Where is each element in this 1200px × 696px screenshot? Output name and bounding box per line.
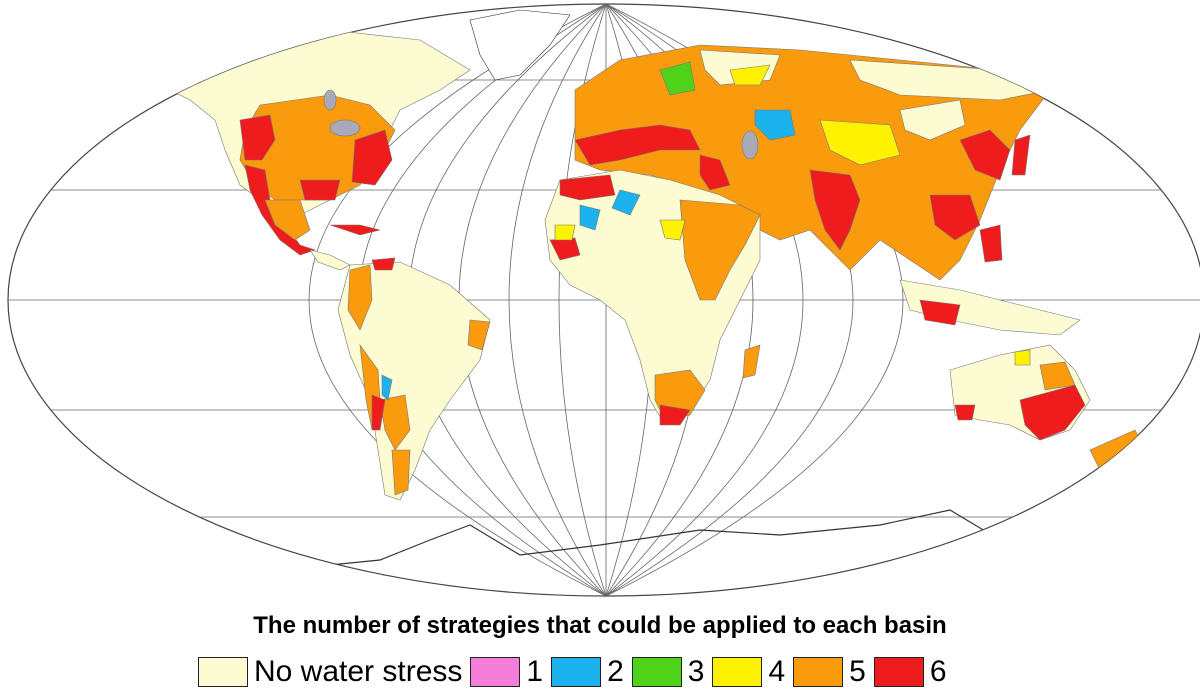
- legend-swatch: [198, 657, 248, 687]
- legend: No water stress 1 2 3 4 5 6: [198, 652, 955, 692]
- legend-swatch: [631, 657, 682, 687]
- legend-swatch: [873, 657, 924, 687]
- legend-item-6: 6: [873, 655, 947, 688]
- africa: [544, 169, 761, 426]
- legend-label: 6: [929, 655, 947, 688]
- eurasia: [574, 44, 1052, 281]
- legend-title: The number of strategies that could be a…: [253, 612, 947, 639]
- legend-item-2: 2: [551, 657, 624, 687]
- south-america: [337, 257, 491, 501]
- legend-item-1: 1: [470, 657, 543, 687]
- legend-item-4: 4: [712, 657, 785, 687]
- north-america: [149, 9, 571, 271]
- legend-item-no-stress: No water stress: [198, 657, 462, 687]
- world-map: [7, 3, 1200, 597]
- legend-label: 5: [849, 655, 866, 688]
- australia: [949, 344, 1141, 471]
- legend-label: 1: [526, 655, 544, 688]
- legend-swatch: [793, 657, 844, 687]
- legend-item-3: 3: [631, 655, 705, 688]
- legend-swatch: [551, 657, 602, 687]
- legend-label: 3: [687, 655, 705, 688]
- legend-label: 2: [607, 655, 624, 688]
- southeast-asia: [899, 224, 1081, 336]
- legend-swatch: [712, 657, 763, 687]
- legend-item-5: 5: [793, 657, 866, 687]
- legend-label: 4: [768, 655, 786, 688]
- legend-label: No water stress: [254, 655, 463, 688]
- legend-swatch: [470, 657, 521, 687]
